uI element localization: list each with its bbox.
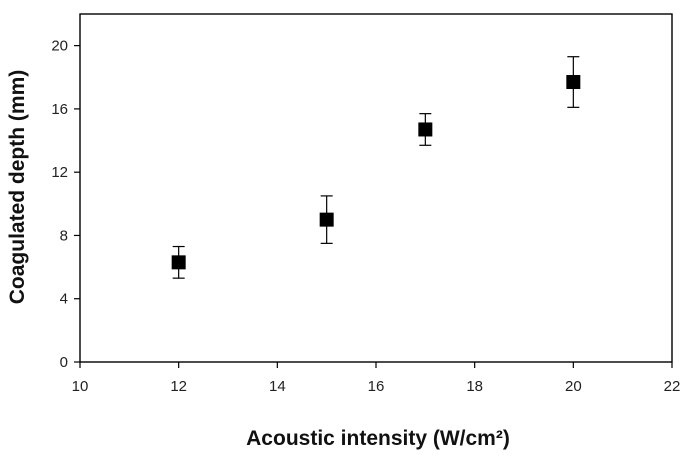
x-tick-label: 14 <box>269 378 286 395</box>
axes: 10 12 14 16 18 20 22 0 4 8 12 16 20 <box>51 13 681 395</box>
data-point <box>566 75 581 90</box>
x-tick-label: 16 <box>368 378 385 395</box>
x-tick-label: 10 <box>72 378 89 395</box>
data-marks <box>171 56 581 279</box>
data-point <box>418 122 433 137</box>
x-axis-title: Acoustic intensity (W/cm²) <box>246 427 510 450</box>
y-tick-label: 4 <box>60 291 68 308</box>
y-tick-label: 8 <box>60 227 68 244</box>
y-tick-label: 16 <box>51 101 68 118</box>
y-tick-label: 20 <box>51 38 68 55</box>
data-point <box>171 255 186 270</box>
y-tick-label: 12 <box>51 164 68 181</box>
x-tick-label: 22 <box>664 378 681 395</box>
x-tick-label: 18 <box>466 378 483 395</box>
y-tick-label: 0 <box>60 354 68 371</box>
y-axis-title: Coagulated depth (mm) <box>6 70 29 305</box>
x-tick-label: 20 <box>565 378 582 395</box>
plot-frame <box>79 13 673 363</box>
x-tick-label: 12 <box>170 378 187 395</box>
data-point <box>319 212 334 227</box>
